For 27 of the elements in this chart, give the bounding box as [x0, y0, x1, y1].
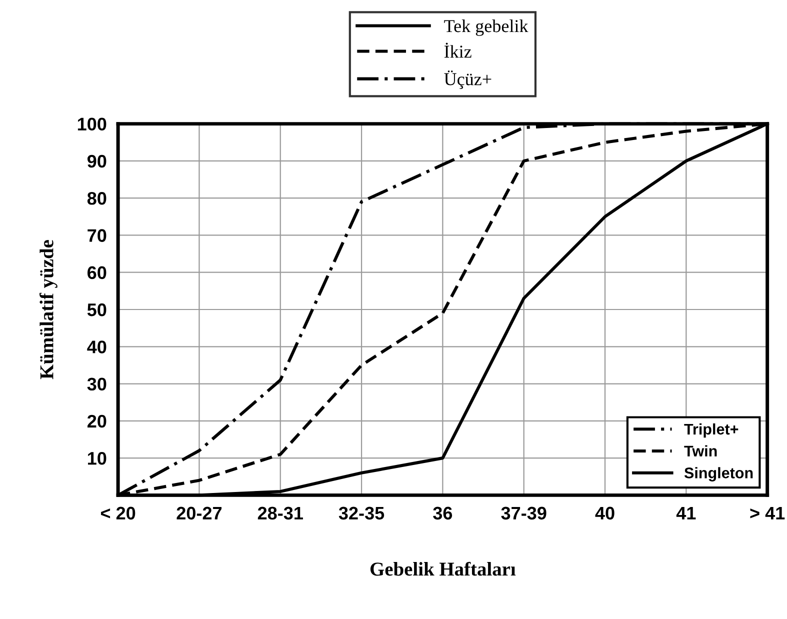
y-tick-label: 30 [87, 378, 106, 391]
y-tick-label: 70 [88, 229, 106, 242]
y-tick-label: 80 [87, 192, 106, 205]
legend-label: İkiz [444, 42, 472, 58]
annotation: Singleton [684, 467, 753, 482]
x-axis-title: Gebelik Haftaları [370, 562, 516, 576]
x-tick-label: > 41 [750, 506, 785, 520]
y-tick-label: 50 [87, 303, 106, 316]
y-tick-label: 20 [87, 414, 106, 428]
x-tick-label: 36 [433, 506, 452, 520]
legend-label: Tek gebelik [444, 20, 528, 36]
y-tick-label: 90 [87, 154, 106, 168]
annotation: Triplet+ [684, 423, 738, 438]
y-tick-label: 40 [87, 340, 106, 354]
y-tick-label: 100 [78, 118, 106, 131]
y-tick-label: 10 [88, 452, 106, 465]
x-tick-label: 32-35 [338, 506, 384, 520]
legend-label: Üçüz+ [444, 70, 492, 89]
x-tick-label: 28-31 [258, 506, 303, 520]
x-tick-label: 20-27 [176, 506, 222, 520]
y-axis-title: Kümülatif yüzde [39, 240, 58, 380]
x-tick-label: < 20 [100, 506, 136, 520]
x-tick-label: 37-39 [501, 506, 546, 520]
annotation: Twin [684, 445, 717, 456]
x-tick-label: 40 [595, 506, 614, 520]
y-tick-label: 60 [88, 266, 106, 280]
x-tick-label: 41 [676, 506, 696, 520]
